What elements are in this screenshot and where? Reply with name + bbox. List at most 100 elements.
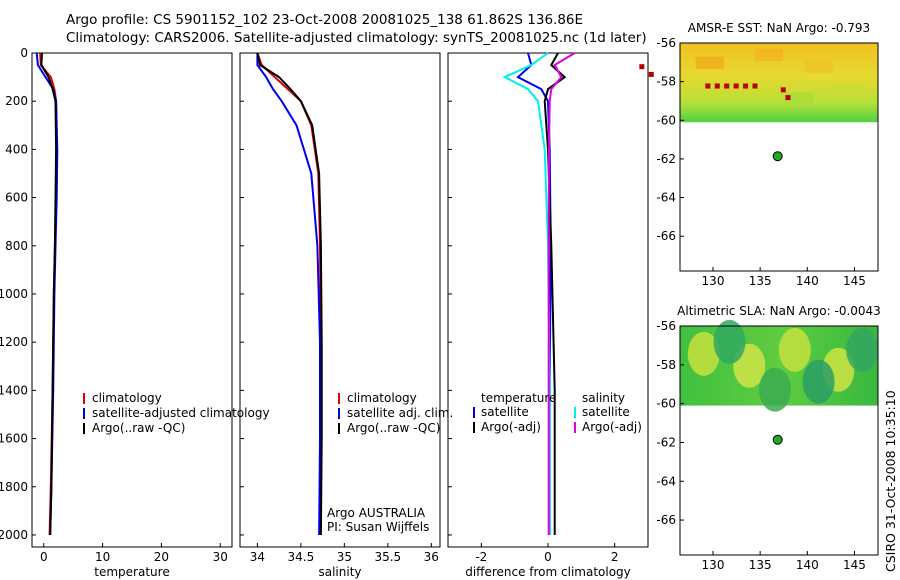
x-tick-label: 34	[250, 550, 265, 564]
y-tick-label: 200	[5, 94, 28, 108]
x-tick-label: 130	[702, 274, 725, 288]
series-line-3	[40, 52, 58, 536]
sst-flag-pixel	[714, 83, 720, 89]
sst-patch	[755, 48, 784, 61]
x-tick-label: 35	[337, 550, 352, 564]
legend-label: climatology	[92, 391, 162, 405]
y-tick-label: 1200	[0, 335, 28, 349]
series-line-4	[547, 52, 576, 535]
float-position-marker	[772, 151, 783, 162]
plot-frame	[239, 52, 441, 548]
y-tick-label: 600	[5, 191, 28, 205]
annotation-line: Argo AUSTRALIA	[327, 506, 426, 520]
y-tick-label: 400	[5, 142, 28, 156]
legend-panel-3: temperaturesatelliteArgo(-adj)salinitysa…	[473, 391, 642, 434]
x-tick-label: 10	[95, 550, 110, 564]
y-tick-label: 1400	[0, 383, 28, 397]
sla-anomaly	[759, 367, 792, 412]
y-tick-label: -56	[656, 319, 676, 333]
legend-label: climatology	[347, 391, 417, 405]
y-tick-label: 2000	[0, 528, 28, 542]
y-tick-label: -60	[656, 113, 676, 127]
y-tick-label: -62	[656, 435, 676, 449]
x-tick-label: 0	[40, 550, 48, 564]
sst-flag-pixel	[639, 64, 645, 70]
y-tick-label: 0	[20, 46, 28, 60]
sst-flag-pixel	[752, 83, 758, 89]
series-line-3	[502, 52, 551, 535]
y-tick-label: -56	[656, 36, 676, 50]
figure-title-line2: Climatology: CARS2006. Satellite-adjuste…	[66, 30, 647, 46]
x-tick-label: 140	[796, 558, 819, 572]
series-line-2	[256, 53, 321, 536]
map-panel-1: AMSR-E SST: NaN Argo: -0.793 130 135 140 145…	[639, 21, 879, 288]
x-tick-label: 20	[154, 550, 169, 564]
sst-flag-pixel	[733, 83, 739, 89]
map-frame	[679, 325, 879, 556]
x-axis-label: salinity	[318, 565, 361, 579]
sst-patch	[804, 60, 833, 73]
x-tick-label: 140	[796, 274, 819, 288]
sla-anomaly	[713, 319, 746, 364]
sst-flag-pixel	[785, 95, 791, 101]
legend-label: Argo(..raw -QC)	[347, 421, 440, 435]
y-tick-label: -58	[656, 75, 676, 89]
y-tick-label: 1000	[0, 287, 28, 301]
sst-flag-pixel	[648, 71, 654, 77]
y-tick-label: -58	[656, 358, 676, 372]
x-tick-label: 145	[843, 274, 866, 288]
sla-anomaly	[802, 359, 835, 404]
sst-patch	[725, 80, 754, 93]
x-tick-label: 145	[843, 558, 866, 572]
y-tick-label: 1800	[0, 480, 28, 494]
x-axis-label: temperature	[94, 565, 169, 579]
legend-heading: temperature	[481, 391, 556, 405]
x-tick-label: 35.5	[374, 550, 401, 564]
sst-flag-pixel	[743, 83, 749, 89]
x-tick-label: 135	[749, 558, 772, 572]
y-tick-label: -66	[656, 513, 676, 527]
x-tick-label: 2	[611, 550, 619, 564]
sst-flag-pixel	[724, 83, 730, 89]
sst-patch	[834, 84, 863, 97]
map-title: AMSR-E SST: NaN Argo: -0.793	[688, 21, 870, 35]
y-tick-label: -64	[656, 191, 676, 205]
x-tick-label: -2	[475, 550, 487, 564]
float-position-marker	[772, 434, 783, 445]
x-tick-label: 30	[213, 550, 228, 564]
figure-title-line1: Argo profile: CS 5901152_102 23-Oct-2008…	[66, 12, 584, 28]
signature-stamp: CSIRO 31-Oct-2008 10:35:10	[883, 390, 898, 572]
legend-label: Argo(..raw -QC)	[92, 421, 185, 435]
map-title: Altimetric SLA: NaN Argo: -0.0043	[677, 304, 881, 318]
legend-label: satellite	[481, 405, 529, 419]
plot-frame	[31, 52, 233, 548]
y-tick-label: -66	[656, 229, 676, 243]
series-line-3	[256, 52, 323, 536]
sst-patch	[695, 56, 724, 69]
legend-label: Argo(-adj)	[481, 420, 541, 434]
map-frame	[679, 42, 879, 272]
profile-panel-1: 0 10 20 30 temperature 0 200 400 600 800 1000 1200 1…	[0, 46, 233, 579]
x-tick-label: 36	[424, 550, 439, 564]
x-tick-label: 135	[749, 274, 772, 288]
sla-anomaly	[687, 331, 720, 376]
x-tick-label: 34.5	[288, 550, 315, 564]
legend-label: satellite-adjusted climatology	[92, 406, 270, 420]
map-panel-2: Altimetric SLA: NaN Argo: -0.0043 130 135 1…	[656, 304, 880, 572]
y-tick-label: 800	[5, 239, 28, 253]
x-axis-label: difference from climatology	[465, 565, 631, 579]
x-tick-label: 0	[544, 550, 552, 564]
y-tick-label: -64	[656, 474, 676, 488]
sla-anomaly	[846, 327, 879, 372]
legend-label: satellite	[582, 405, 630, 419]
legend-label: satellite adj. clim.	[347, 406, 453, 420]
annotation-line: PI: Susan Wijffels	[327, 520, 429, 534]
y-tick-label: -60	[656, 397, 676, 411]
sst-patch	[784, 92, 813, 105]
y-tick-label: 1600	[0, 432, 28, 446]
sst-flag-pixel	[780, 87, 786, 93]
